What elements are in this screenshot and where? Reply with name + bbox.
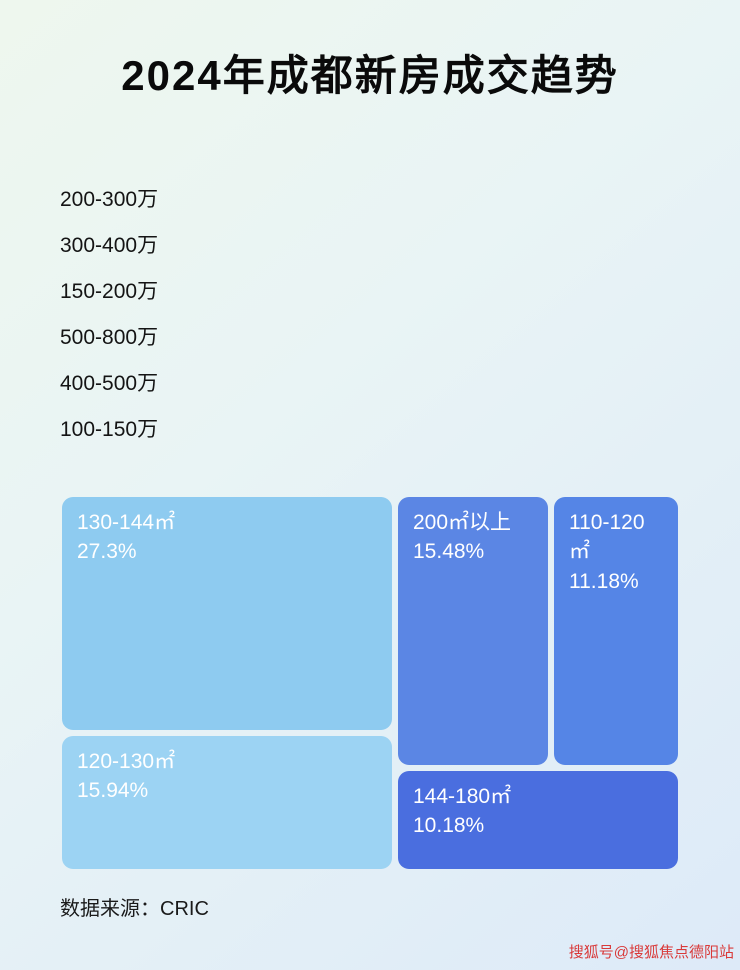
bar-row: 150-200万 — [60, 278, 670, 303]
bar-row: 300-400万 — [60, 232, 670, 257]
bar-label: 200-300万 — [60, 188, 159, 211]
treemap-block-value: 11.18% — [569, 569, 639, 593]
treemap-block-value: 15.48% — [413, 540, 485, 564]
bar-track — [174, 279, 670, 302]
bar-track — [174, 417, 670, 440]
bar-track — [174, 325, 670, 348]
page-title: 2024年成都新房成交趋势 — [121, 52, 619, 99]
bar-label: 400-500万 — [60, 372, 159, 395]
treemap-block-120-130: 120-130㎡ 15.94% — [62, 736, 392, 869]
bar-row: 500-800万 — [60, 324, 670, 349]
bar-row: 400-500万 — [60, 370, 670, 395]
bar-track — [174, 371, 670, 394]
treemap-block-200-plus: 200㎡以上 15.48% — [398, 497, 548, 765]
bar-track — [174, 187, 670, 210]
treemap-block-label: 120-130㎡ — [77, 750, 176, 773]
treemap-block-value: 27.3% — [77, 540, 137, 564]
bar-row: 100-150万 — [60, 416, 670, 441]
area-treemap: 130-144㎡ 27.3% 120-130㎡ 15.94% 200㎡以上 15… — [62, 497, 678, 869]
treemap-block-label: 110-120㎡ — [569, 511, 645, 564]
bar-row: 200-300万 — [60, 186, 670, 211]
bar-label: 500-800万 — [60, 326, 159, 349]
bar-label: 300-400万 — [60, 234, 159, 257]
treemap-block-label: 144-180㎡ — [413, 785, 512, 808]
treemap-block-value: 15.94% — [77, 779, 149, 803]
bar-track — [174, 233, 670, 256]
bar-label: 150-200万 — [60, 280, 159, 303]
price-bar-chart: 200-300万 300-400万 150-200万 500-800万 400-… — [60, 186, 670, 462]
treemap-block-130-144: 130-144㎡ 27.3% — [62, 497, 392, 730]
treemap-block-label: 200㎡以上 — [413, 511, 512, 534]
treemap-block-144-180: 144-180㎡ 10.18% — [398, 771, 678, 869]
treemap-block-value: 10.18% — [413, 814, 485, 838]
data-source-label: 数据来源：CRIC — [60, 898, 209, 920]
treemap-block-label: 130-144㎡ — [77, 511, 176, 534]
treemap-block-110-120: 110-120㎡ 11.18% — [554, 497, 678, 765]
watermark-text: 搜狐号@搜狐焦点德阳站 — [568, 944, 734, 961]
bar-label: 100-150万 — [60, 418, 159, 441]
